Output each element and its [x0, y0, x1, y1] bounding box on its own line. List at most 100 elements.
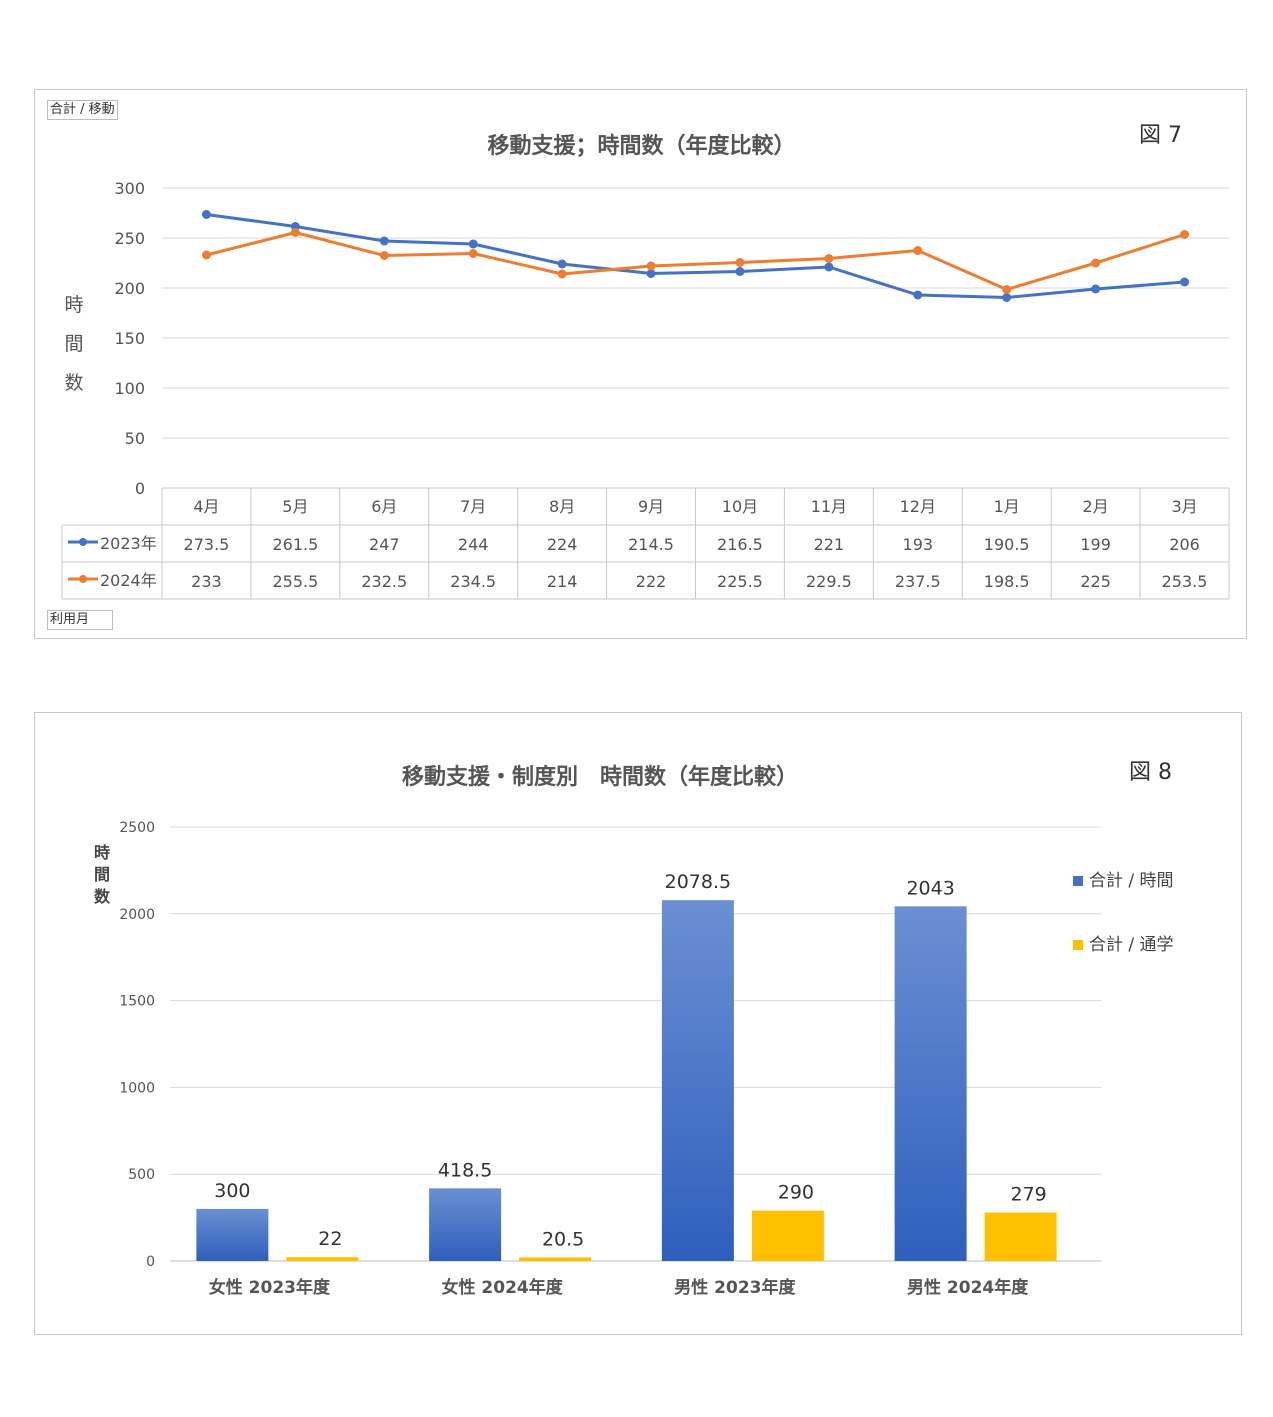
data-point	[468, 249, 478, 258]
table-cell: 222	[636, 572, 667, 591]
x-tick-label: 6月	[371, 497, 397, 516]
y-tick-label: 50	[125, 429, 145, 448]
legend-label: 2024年	[100, 571, 157, 590]
table-cell: 216.5	[717, 535, 763, 554]
x-tick-label: 女性 2024年度	[442, 1277, 564, 1298]
x-tick-label: 4月	[193, 497, 219, 516]
x-tick-label: 12月	[900, 497, 936, 516]
x-tick-label: 7月	[460, 497, 486, 516]
data-label: 2078.5	[665, 871, 731, 893]
table-cell: 237.5	[895, 572, 941, 591]
series-line	[206, 213, 1185, 299]
series-line	[206, 231, 1185, 291]
y-tick-label: 0	[146, 1254, 155, 1270]
y-tick-label: 300	[114, 179, 145, 198]
table-cell: 206	[1169, 535, 1200, 554]
table-cell: 225.5	[717, 572, 763, 591]
y-tick-label: 500	[128, 1167, 155, 1183]
x-tick-label: 1月	[994, 497, 1020, 516]
data-label: 290	[778, 1182, 814, 1204]
x-tick-label: 9月	[638, 497, 664, 516]
table-cell: 229.5	[806, 572, 852, 591]
x-tick-label: 10月	[722, 497, 758, 516]
data-label: 418.5	[438, 1159, 492, 1181]
data-point	[201, 210, 211, 219]
y-axis-label-char: 間	[93, 865, 110, 884]
data-point	[1091, 258, 1101, 268]
y-axis-label-char: 数	[64, 372, 84, 394]
table-cell: 255.5	[272, 572, 318, 591]
data-label: 22	[318, 1228, 342, 1250]
data-label: 2043	[906, 877, 954, 899]
figure-label: 図 7	[1139, 123, 1182, 148]
table-cell: 224	[547, 535, 578, 554]
data-point	[1180, 277, 1190, 287]
y-axis-label: 時 間 数	[91, 842, 113, 908]
bar	[661, 900, 734, 1261]
table-cell: 233	[191, 572, 222, 591]
bar	[196, 1208, 269, 1261]
x-tick-label: 男性 2023年度	[674, 1277, 796, 1298]
table-cell: 225	[1080, 572, 1111, 591]
data-point	[646, 261, 656, 271]
data-point	[1180, 230, 1190, 239]
y-axis-label: 時 間 数	[61, 286, 87, 403]
figure8-panel: 移動支援・制度別 時間数（年度比較） 図 8 時 間 数 0 500 1000 150…	[34, 712, 1242, 1335]
chart-title: 移動支援；時間数（年度比較）	[487, 134, 796, 159]
chart-title: 移動支援・制度別 時間数（年度比較）	[401, 765, 798, 790]
y-axis-label-char: 数	[93, 887, 110, 906]
bar	[894, 906, 967, 1261]
bar	[519, 1257, 592, 1261]
legend-label: 合計 / 時間	[1089, 871, 1174, 891]
legend-swatch	[1073, 876, 1083, 886]
bar	[429, 1188, 502, 1261]
legend-label: 合計 / 通学	[1089, 935, 1174, 955]
legend-label: 2023年	[100, 534, 157, 553]
x-tick-label: 男性 2024年度	[907, 1277, 1029, 1298]
data-point	[824, 254, 834, 263]
y-tick-label: 1500	[119, 994, 155, 1010]
line-chart: 0 50 100 150 200 250 300 4月 5月 6月 7月 8月 9月 10月 11月 12月 1…	[61, 179, 1230, 600]
data-point	[1002, 285, 1012, 294]
figure7-panel: 合計 / 移動 移動支援；時間数（年度比較） 図 7 時 間 数 0 50 100 1…	[34, 89, 1247, 639]
data-point	[1091, 284, 1101, 294]
data-point	[1002, 293, 1012, 302]
data-label: 279	[1010, 1184, 1046, 1206]
legend-item: 合計 / 時間	[1073, 866, 1174, 891]
y-axis-label-char: 時	[64, 294, 84, 316]
y-tick-label: 200	[114, 279, 145, 298]
data-point	[557, 269, 567, 279]
y-tick-label: 100	[114, 379, 145, 398]
data-point	[646, 269, 656, 278]
data-point	[913, 290, 923, 300]
table-cell: 261.5	[272, 535, 318, 554]
axis-field-button[interactable]: 利用月	[47, 610, 113, 630]
x-tick-label: 11月	[811, 497, 847, 516]
x-tick-label: 8月	[549, 497, 575, 516]
data-label: 20.5	[542, 1228, 584, 1250]
y-tick-label: 0	[135, 479, 145, 498]
table-cell: 232.5	[361, 572, 407, 591]
table-cell: 214	[547, 572, 578, 591]
y-tick-label: 1000	[119, 1080, 155, 1096]
data-point	[735, 267, 745, 276]
legend-item: 合計 / 通学	[1073, 930, 1174, 955]
data-point	[557, 259, 567, 269]
bar	[751, 1210, 824, 1261]
figure-label: 図 8	[1129, 760, 1172, 785]
y-tick-label: 2500	[119, 820, 155, 836]
legend-swatch	[1073, 940, 1083, 950]
bar	[984, 1212, 1057, 1261]
table-cell: 190.5	[984, 535, 1030, 554]
table-cell: 244	[458, 535, 489, 554]
value-field-button[interactable]: 合計 / 移動	[47, 100, 118, 120]
data-point	[290, 228, 300, 237]
data-point	[913, 246, 923, 255]
x-tick-label: 5月	[282, 497, 308, 516]
data-point	[824, 262, 834, 272]
data-point	[735, 258, 745, 267]
data-point	[379, 236, 389, 246]
data-point	[379, 251, 389, 260]
table-cell: 198.5	[984, 572, 1030, 591]
x-tick-label: 女性 2023年度	[209, 1277, 331, 1298]
